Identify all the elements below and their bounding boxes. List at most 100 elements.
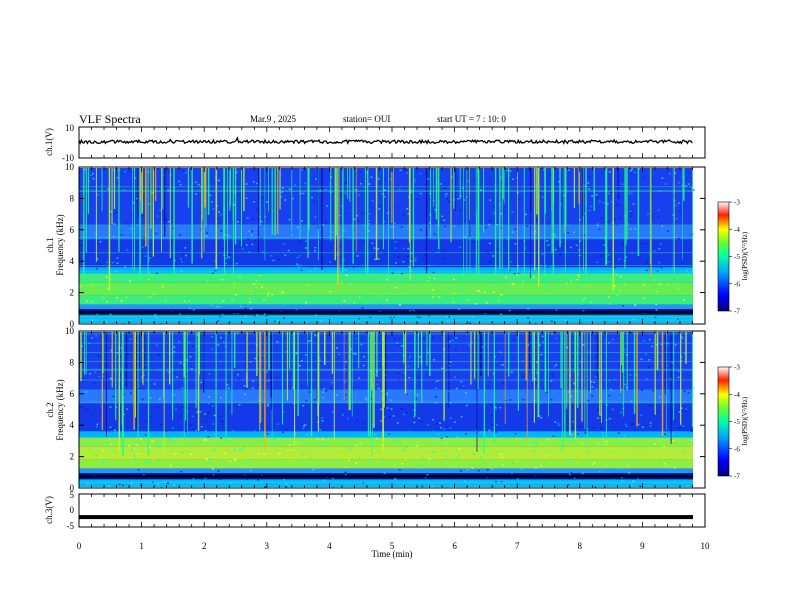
spectrum-speckle <box>577 305 580 307</box>
spectrum-speckle <box>172 372 175 374</box>
spectrum-speckle <box>555 309 558 311</box>
sferic-streak <box>310 332 313 437</box>
spectrum-speckle <box>149 397 152 399</box>
sferic-streak <box>201 168 203 259</box>
spectrum-speckle <box>328 290 331 293</box>
spectrum-speckle <box>172 394 175 396</box>
sferic-streak <box>412 168 415 267</box>
spectrum-speckle <box>679 209 682 212</box>
spectrum-speckle <box>608 394 611 397</box>
spectrum-speckle <box>216 218 219 220</box>
spectrum-speckle <box>309 393 312 395</box>
spectrum-speckle <box>397 372 400 375</box>
spectrum-speckle <box>97 286 100 288</box>
spectrum-speckle <box>292 442 294 444</box>
spectrum-speckle <box>407 213 410 215</box>
spectrum-speckle <box>267 292 270 295</box>
spectrum-speckle <box>568 391 571 393</box>
spectrum-speckle <box>581 472 584 475</box>
spectrum-speckle <box>584 432 587 434</box>
start-time-label: start UT = 7 : 10: 0 <box>437 114 506 124</box>
spectrum-speckle <box>670 362 673 364</box>
spectrum-speckle <box>238 448 241 451</box>
spectrum-speckle <box>259 274 262 277</box>
spectrum-speckle <box>155 344 158 346</box>
spectrum-speckle <box>583 282 586 284</box>
sferic-streak <box>317 332 319 417</box>
spectrum-speckle <box>645 353 647 355</box>
spectrum-speckle <box>342 447 345 449</box>
spectrum-speckle <box>325 390 328 392</box>
spectrum-speckle <box>241 448 243 450</box>
sferic-streak <box>331 332 333 374</box>
spectrum-speckle <box>278 452 281 455</box>
spectrum-speckle <box>246 217 249 219</box>
spectrum-speckle <box>684 410 687 412</box>
spectrum-speckle <box>203 439 206 441</box>
sferic-streak <box>169 168 171 259</box>
spectrum-speckle <box>624 423 627 426</box>
spectrum-speckle <box>680 407 683 409</box>
spectrum-speckle <box>516 177 518 179</box>
spectrum-speckle <box>606 203 609 205</box>
spectrum-speckle <box>444 426 447 428</box>
spectrum-speckle <box>192 308 195 311</box>
spectrum-speckle <box>394 222 396 224</box>
spectrum-speckle <box>417 444 420 446</box>
sferic-streak <box>538 332 540 417</box>
spectrum-speckle <box>217 320 220 322</box>
spectrum-speckle <box>91 337 94 339</box>
spectrum-speckle <box>79 187 82 189</box>
interference-line <box>79 437 693 439</box>
spectrum-speckle <box>116 257 119 259</box>
spectrum-speckle <box>627 464 630 467</box>
spectrum-speckle <box>643 176 646 179</box>
spectrum-speckle <box>374 433 377 436</box>
spectrum-speckle <box>396 207 399 209</box>
sferic-streak <box>463 168 464 292</box>
spectrum-speckle <box>608 261 611 263</box>
spectrum-speckle <box>130 282 133 284</box>
spectrum-speckle <box>95 426 98 428</box>
spectrum-speckle <box>621 479 624 482</box>
spectrum-speckle <box>255 209 258 211</box>
spectrum-speckle <box>629 460 632 463</box>
spectrum-speckle <box>399 169 402 172</box>
spectrum-speckle <box>106 261 108 263</box>
spectrum-speckle <box>295 308 298 311</box>
spectrum-speckle <box>377 258 380 260</box>
spectrum-speckle <box>504 432 507 435</box>
spectrum-speckle <box>155 230 158 232</box>
spectrum-speckle <box>570 395 573 398</box>
spectrum-speckle <box>687 392 690 394</box>
spectrum-speckle <box>418 316 421 319</box>
spectrum-speckle <box>652 425 655 428</box>
spectrum-speckle <box>589 187 592 189</box>
spectrum-speckle <box>162 477 165 479</box>
spectrum-speckle <box>100 409 103 412</box>
spectrum-speckle <box>646 378 648 380</box>
spectrum-speckle <box>160 486 163 489</box>
spectrum-speckle <box>690 430 693 432</box>
spectrum-speckle <box>204 477 207 480</box>
spectrum-speckle <box>630 193 633 195</box>
spectrum-speckle <box>417 441 420 443</box>
sferic-streak <box>477 332 479 389</box>
spectrum-speckle <box>180 269 183 272</box>
spectrum-speckle <box>495 431 498 433</box>
spectrum-speckle <box>299 264 302 266</box>
spectrum-speckle <box>247 238 250 240</box>
sferic-streak <box>626 332 628 391</box>
spectrum-speckle <box>251 387 254 389</box>
spectrum-speckle <box>465 433 468 435</box>
spectrum-speckle <box>482 179 484 181</box>
spectrum-speckle <box>413 421 416 424</box>
spectrum-speckle <box>374 342 377 345</box>
spectrum-speckle <box>110 210 112 213</box>
spectrum-speckle <box>359 442 362 444</box>
spectrum-speckle <box>236 332 239 334</box>
sferic-streak <box>227 168 228 259</box>
spectrum-speckle <box>310 265 313 268</box>
spectrum-speckle <box>513 273 516 275</box>
spectrum-speckle <box>222 421 224 423</box>
